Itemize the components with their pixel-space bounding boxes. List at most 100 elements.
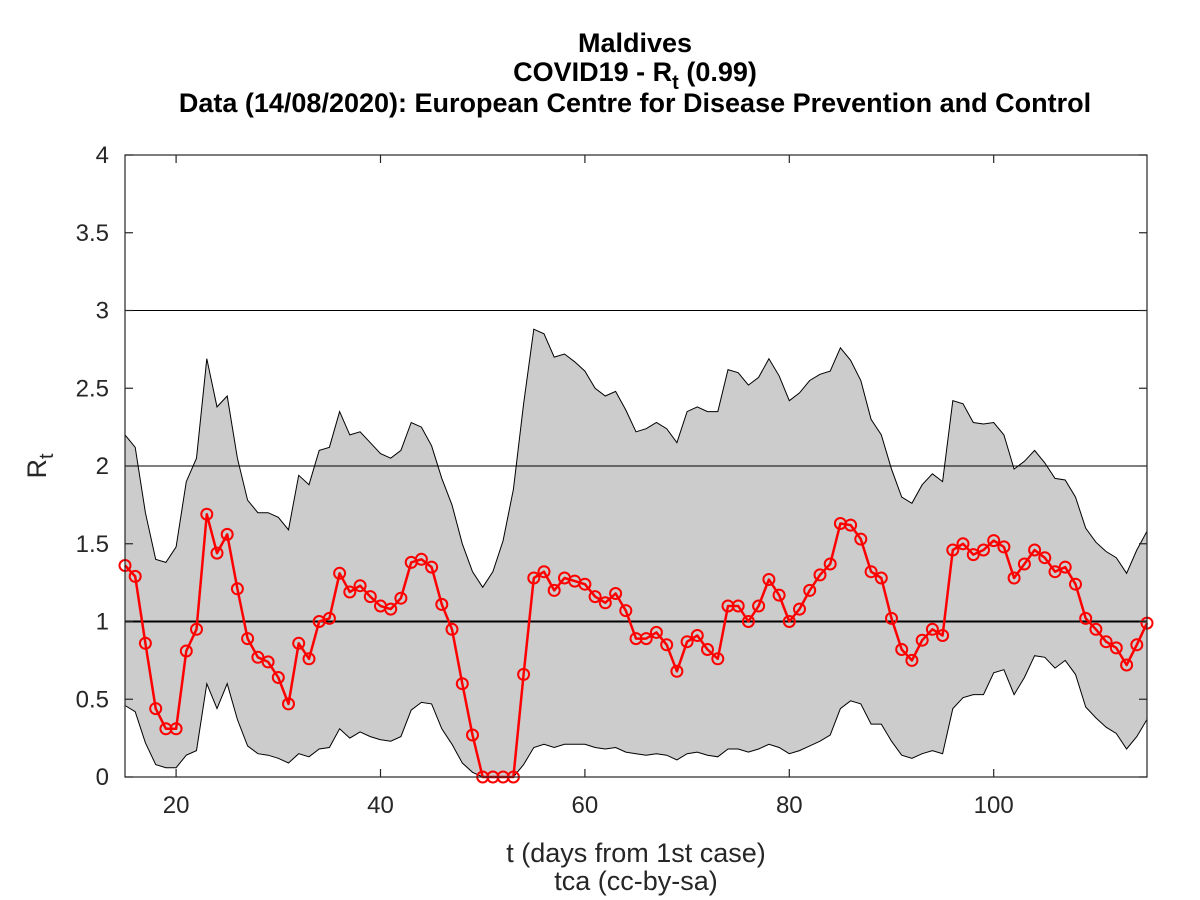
rt-point	[915, 633, 929, 647]
rt-point	[1109, 641, 1123, 655]
reference-lines-layer	[125, 310, 1147, 623]
y-tick-label: 0	[96, 764, 109, 791]
confidence-band-upper	[124, 328, 1148, 589]
rt-point	[200, 507, 214, 521]
rt-point	[711, 652, 725, 666]
rt-point	[322, 611, 336, 625]
rt-point	[803, 583, 817, 597]
rt-point	[230, 582, 244, 596]
rt-point	[823, 557, 837, 571]
rt-series-layer	[118, 507, 1154, 784]
rt-point	[864, 565, 878, 579]
confidence-band-layer	[124, 328, 1148, 778]
rt-point	[936, 629, 950, 642]
rt-point	[649, 625, 663, 639]
rt-point	[946, 543, 960, 557]
rt-point	[1038, 551, 1052, 565]
x-tick-label: 40	[367, 792, 394, 819]
rt-point	[292, 636, 306, 650]
rt-point	[741, 615, 755, 628]
chart-title-metric: COVID19 - Rt (0.99)	[513, 57, 757, 94]
rt-point	[210, 546, 224, 560]
y-tick-label: 2.5	[76, 375, 109, 402]
rt-point	[435, 597, 449, 611]
rt-point	[353, 579, 367, 593]
rt-point	[874, 571, 888, 585]
rt-point	[179, 644, 193, 658]
rt-point	[445, 622, 459, 636]
chart-title-metric-prefix: COVID19 - R	[513, 57, 672, 87]
x-axis-ticks: 20 40 60 80 100	[163, 155, 1014, 819]
y-tick-label: 1.5	[76, 531, 109, 558]
x-tick-label: 60	[572, 792, 599, 819]
rt-point	[598, 596, 612, 610]
x-tick-label: 80	[776, 792, 803, 819]
rt-point	[261, 655, 275, 669]
y-axis-label: Rt	[22, 453, 58, 479]
rt-point	[782, 615, 796, 628]
y-axis-ticks: 0 0.5 1 1.5 2 2.5 3 3.5 4	[76, 142, 1147, 791]
rt-point	[1058, 560, 1072, 574]
rt-point	[844, 518, 858, 532]
rt-point	[190, 622, 203, 636]
rt-point	[343, 585, 357, 599]
rt-point	[854, 532, 868, 546]
rt-point	[1079, 611, 1093, 625]
y-axis-label-subscript: t	[36, 453, 58, 459]
y-tick-label: 2	[96, 453, 109, 480]
confidence-band-lower	[124, 655, 1148, 778]
rt-point	[1007, 571, 1021, 585]
rt-point	[128, 569, 142, 583]
credit-label: tca (cc-by-sa)	[554, 866, 718, 896]
rt-point	[997, 540, 1011, 554]
rt-point	[425, 560, 439, 574]
chart-title-source: Data (14/08/2020): European Centre for D…	[179, 88, 1091, 118]
rt-point	[537, 565, 551, 579]
y-tick-label: 0.5	[76, 686, 109, 713]
rt-point	[1099, 635, 1113, 649]
y-tick-label: 3.5	[76, 220, 109, 247]
rt-point	[251, 650, 265, 664]
rt-point	[169, 722, 183, 736]
rt-point	[731, 599, 745, 613]
rt-point	[578, 577, 592, 591]
rt-point	[1069, 577, 1082, 591]
confidence-band-area	[125, 329, 1147, 777]
rt-point	[394, 591, 408, 605]
rt-point	[466, 728, 479, 742]
rt-point	[660, 638, 674, 652]
rt-point	[302, 652, 316, 666]
rt-point	[455, 677, 469, 691]
chart-title-country: Maldives	[578, 28, 692, 58]
y-tick-label: 3	[96, 298, 109, 325]
rt-point	[680, 635, 694, 649]
rt-series-line	[124, 512, 1149, 779]
rt-point	[1048, 565, 1062, 579]
rt-point	[220, 527, 234, 541]
rt-point	[149, 702, 163, 716]
rt-point	[241, 632, 255, 646]
rt-point	[956, 537, 970, 551]
x-tick-label: 100	[974, 792, 1014, 819]
rt-point	[966, 548, 980, 562]
y-tick-label: 4	[96, 142, 109, 169]
rt-point	[414, 552, 428, 566]
rt-point	[752, 599, 766, 613]
x-axis-label: t (days from 1st case)	[506, 838, 766, 868]
chart-title-metric-suffix: (0.99)	[679, 57, 757, 87]
rt-point	[639, 632, 653, 646]
rt-point	[885, 611, 898, 625]
rt-point	[895, 643, 909, 656]
rt-point	[138, 636, 152, 650]
rt-point	[925, 622, 939, 636]
rt-point	[1089, 622, 1103, 636]
rt-point	[1017, 557, 1031, 571]
y-axis-label-main: R	[22, 459, 52, 479]
chart-title-metric-subscript: t	[672, 72, 679, 94]
rt-point	[905, 653, 919, 667]
rt-point	[547, 583, 561, 597]
x-tick-label: 20	[163, 792, 190, 819]
rt-point	[588, 590, 602, 604]
rt-point	[772, 588, 786, 602]
